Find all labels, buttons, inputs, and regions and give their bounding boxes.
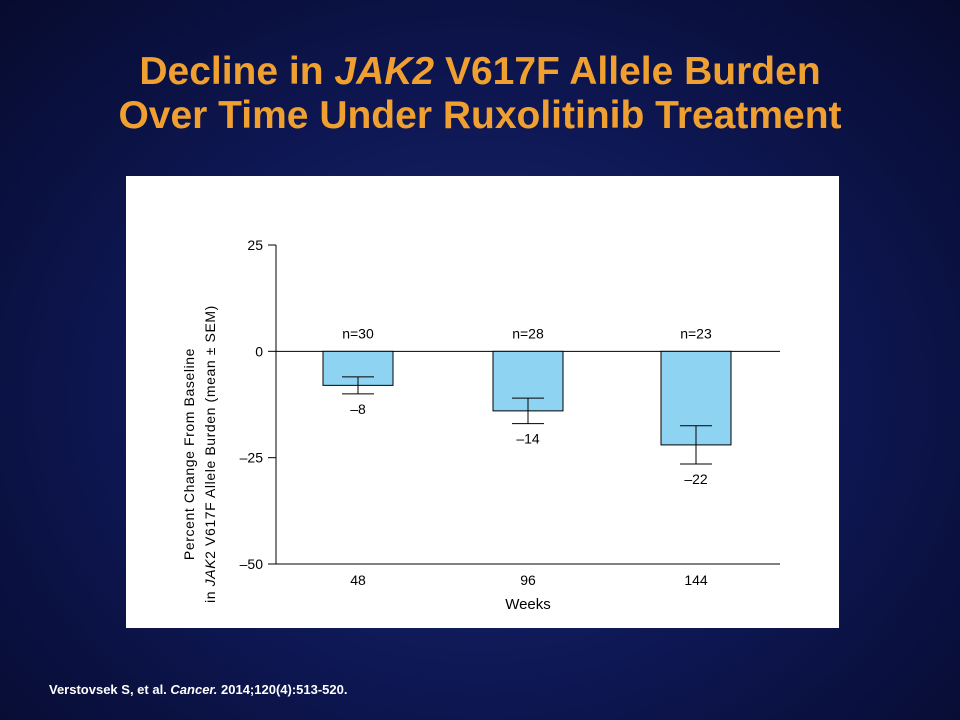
title-line-2: Over Time Under Ruxolitinib Treatment bbox=[118, 94, 842, 137]
n-label: n=28 bbox=[512, 325, 544, 341]
y-tick-label: 25 bbox=[247, 237, 263, 253]
y-tick-label: –25 bbox=[240, 450, 264, 466]
value-label: –22 bbox=[684, 471, 708, 487]
y-tick-label: 0 bbox=[255, 343, 263, 359]
x-tick-label: 144 bbox=[684, 572, 708, 588]
title-part: V617F Allele Burden bbox=[434, 50, 821, 93]
chart-panel: Percent Change From Baseline in JAK2 V61… bbox=[126, 176, 839, 628]
title-line-1: Decline in JAK2 V617F Allele Burden bbox=[0, 50, 960, 94]
y-axis-label-line-1: Percent Change From Baseline bbox=[181, 348, 197, 560]
title-gene-italic: JAK2 bbox=[334, 50, 435, 93]
value-label: –14 bbox=[516, 431, 540, 447]
n-label: n=23 bbox=[680, 325, 712, 341]
x-tick-label: 96 bbox=[520, 572, 536, 588]
bars bbox=[322, 350, 732, 465]
x-axis-title: Weeks bbox=[505, 596, 551, 613]
x-tick-label: 48 bbox=[350, 572, 366, 588]
y-tick-label: –50 bbox=[240, 556, 264, 572]
slide-title: Decline in JAK2 V617F Allele Burden Over… bbox=[0, 50, 960, 138]
y-axis-label-gene-italic: JAK bbox=[202, 559, 218, 588]
value-label: –8 bbox=[350, 401, 366, 417]
y-axis-label-line-2: in JAK2 V617F Allele Burden (mean ± SEM) bbox=[202, 305, 218, 603]
citation-journal: Cancer. bbox=[170, 682, 218, 697]
citation-authors: Verstovsek S, et al. bbox=[49, 682, 171, 697]
y-axis-title: Percent Change From Baseline in JAK2 V61… bbox=[181, 305, 218, 603]
title-part: Decline in bbox=[139, 50, 335, 93]
y-axis-label-part: in bbox=[202, 586, 218, 603]
data-labels: n=30 –8 48 n=28 –14 96 n=23 –22 144 bbox=[342, 325, 712, 588]
n-label: n=30 bbox=[342, 325, 374, 341]
bar-chart: Percent Change From Baseline in JAK2 V61… bbox=[181, 237, 780, 613]
citation: Verstovsek S, et al. Cancer. 2014;120(4)… bbox=[49, 682, 347, 697]
citation-details: 2014;120(4):513-520. bbox=[217, 682, 348, 697]
y-axis-label-part: 2 V617F Allele Burden (mean ± SEM) bbox=[202, 305, 218, 559]
